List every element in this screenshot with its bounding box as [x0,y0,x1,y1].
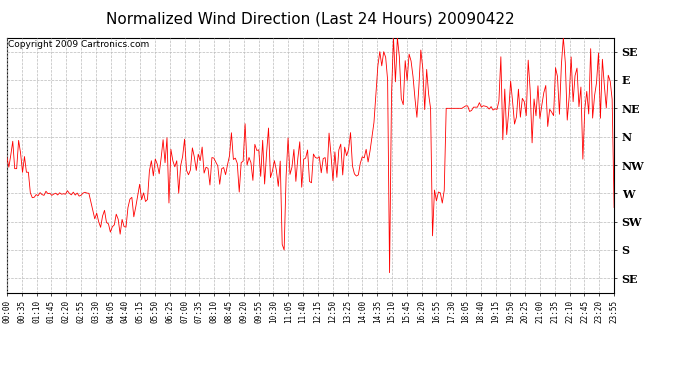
Text: Normalized Wind Direction (Last 24 Hours) 20090422: Normalized Wind Direction (Last 24 Hours… [106,11,515,26]
Text: Copyright 2009 Cartronics.com: Copyright 2009 Cartronics.com [8,40,149,49]
